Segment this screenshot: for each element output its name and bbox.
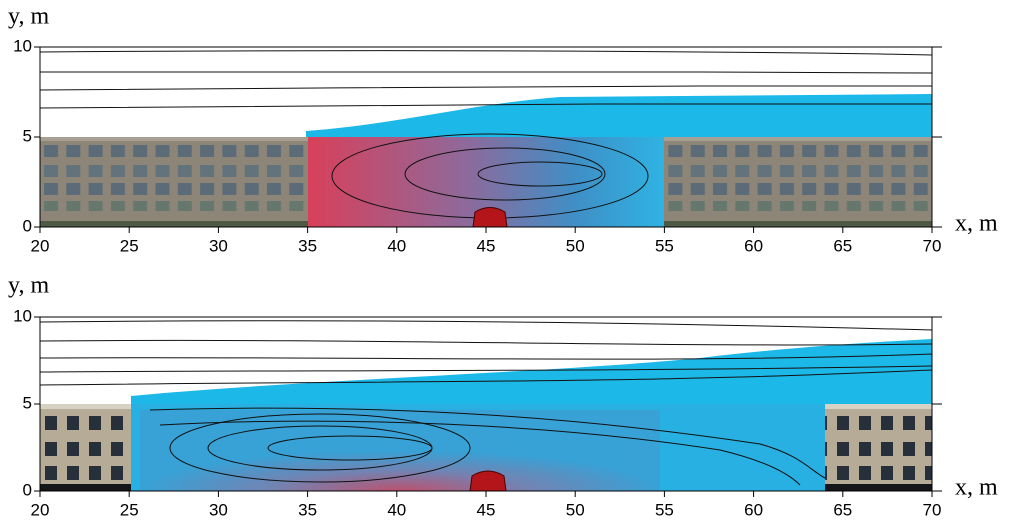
x-tick-label: 55	[655, 236, 674, 255]
x-tick-label: 60	[744, 500, 763, 519]
x-tick-label: 30	[209, 236, 228, 255]
streamline	[40, 71, 932, 73]
x-tick-label: 25	[120, 500, 139, 519]
x-tick-label: 50	[566, 236, 585, 255]
y-tick-label: 0	[23, 216, 32, 235]
figure: 20253035404550556065700510x, my, m202530…	[0, 0, 1013, 526]
x-tick-label: 65	[833, 236, 852, 255]
building	[825, 404, 932, 491]
streamline	[40, 321, 932, 330]
panel-2-field	[40, 321, 932, 491]
x-tick-label: 50	[566, 500, 585, 519]
page: {"chart_data": [ {"type": "contour", "xl…	[0, 0, 1013, 526]
x-tick-label: 70	[923, 236, 942, 255]
y-tick-label: 5	[23, 393, 32, 412]
x-tick-label: 35	[298, 500, 317, 519]
y-tick-label: 10	[13, 306, 32, 325]
x-tick-label: 35	[298, 236, 317, 255]
car	[473, 208, 507, 228]
y-axis-title: y, m	[8, 273, 49, 299]
y-axis-title: y, m	[8, 4, 49, 30]
x-tick-label: 70	[923, 500, 942, 519]
y-tick-label: 10	[13, 36, 32, 55]
building	[40, 404, 131, 491]
streamline	[40, 340, 932, 345]
building	[664, 137, 932, 227]
x-tick-label: 55	[655, 500, 674, 519]
x-tick-label: 45	[477, 500, 496, 519]
x-tick-label: 45	[477, 236, 496, 255]
x-tick-label: 30	[209, 500, 228, 519]
streamline	[40, 86, 932, 90]
x-axis-title: x, m	[955, 475, 998, 501]
x-axis-title: x, m	[955, 211, 998, 237]
x-tick-label: 25	[120, 236, 139, 255]
x-tick-label: 20	[31, 236, 50, 255]
car	[470, 471, 506, 491]
y-tick-label: 0	[23, 480, 32, 499]
y-tick-label: 5	[23, 126, 32, 145]
x-tick-label: 65	[833, 500, 852, 519]
x-tick-label: 40	[387, 236, 406, 255]
panel-1-field	[40, 51, 932, 227]
building	[40, 137, 308, 227]
plume	[306, 94, 932, 137]
streamline	[40, 51, 932, 55]
x-tick-label: 60	[744, 236, 763, 255]
x-tick-label: 40	[387, 500, 406, 519]
x-tick-label: 20	[31, 500, 50, 519]
